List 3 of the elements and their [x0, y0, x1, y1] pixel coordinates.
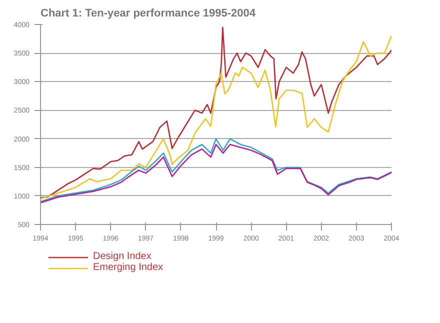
legend-label: Design Index [93, 251, 152, 262]
chart-title: Chart 1: Ten-year performance 1995-2004 [40, 8, 256, 20]
legend-label: Emerging Index [93, 262, 164, 273]
